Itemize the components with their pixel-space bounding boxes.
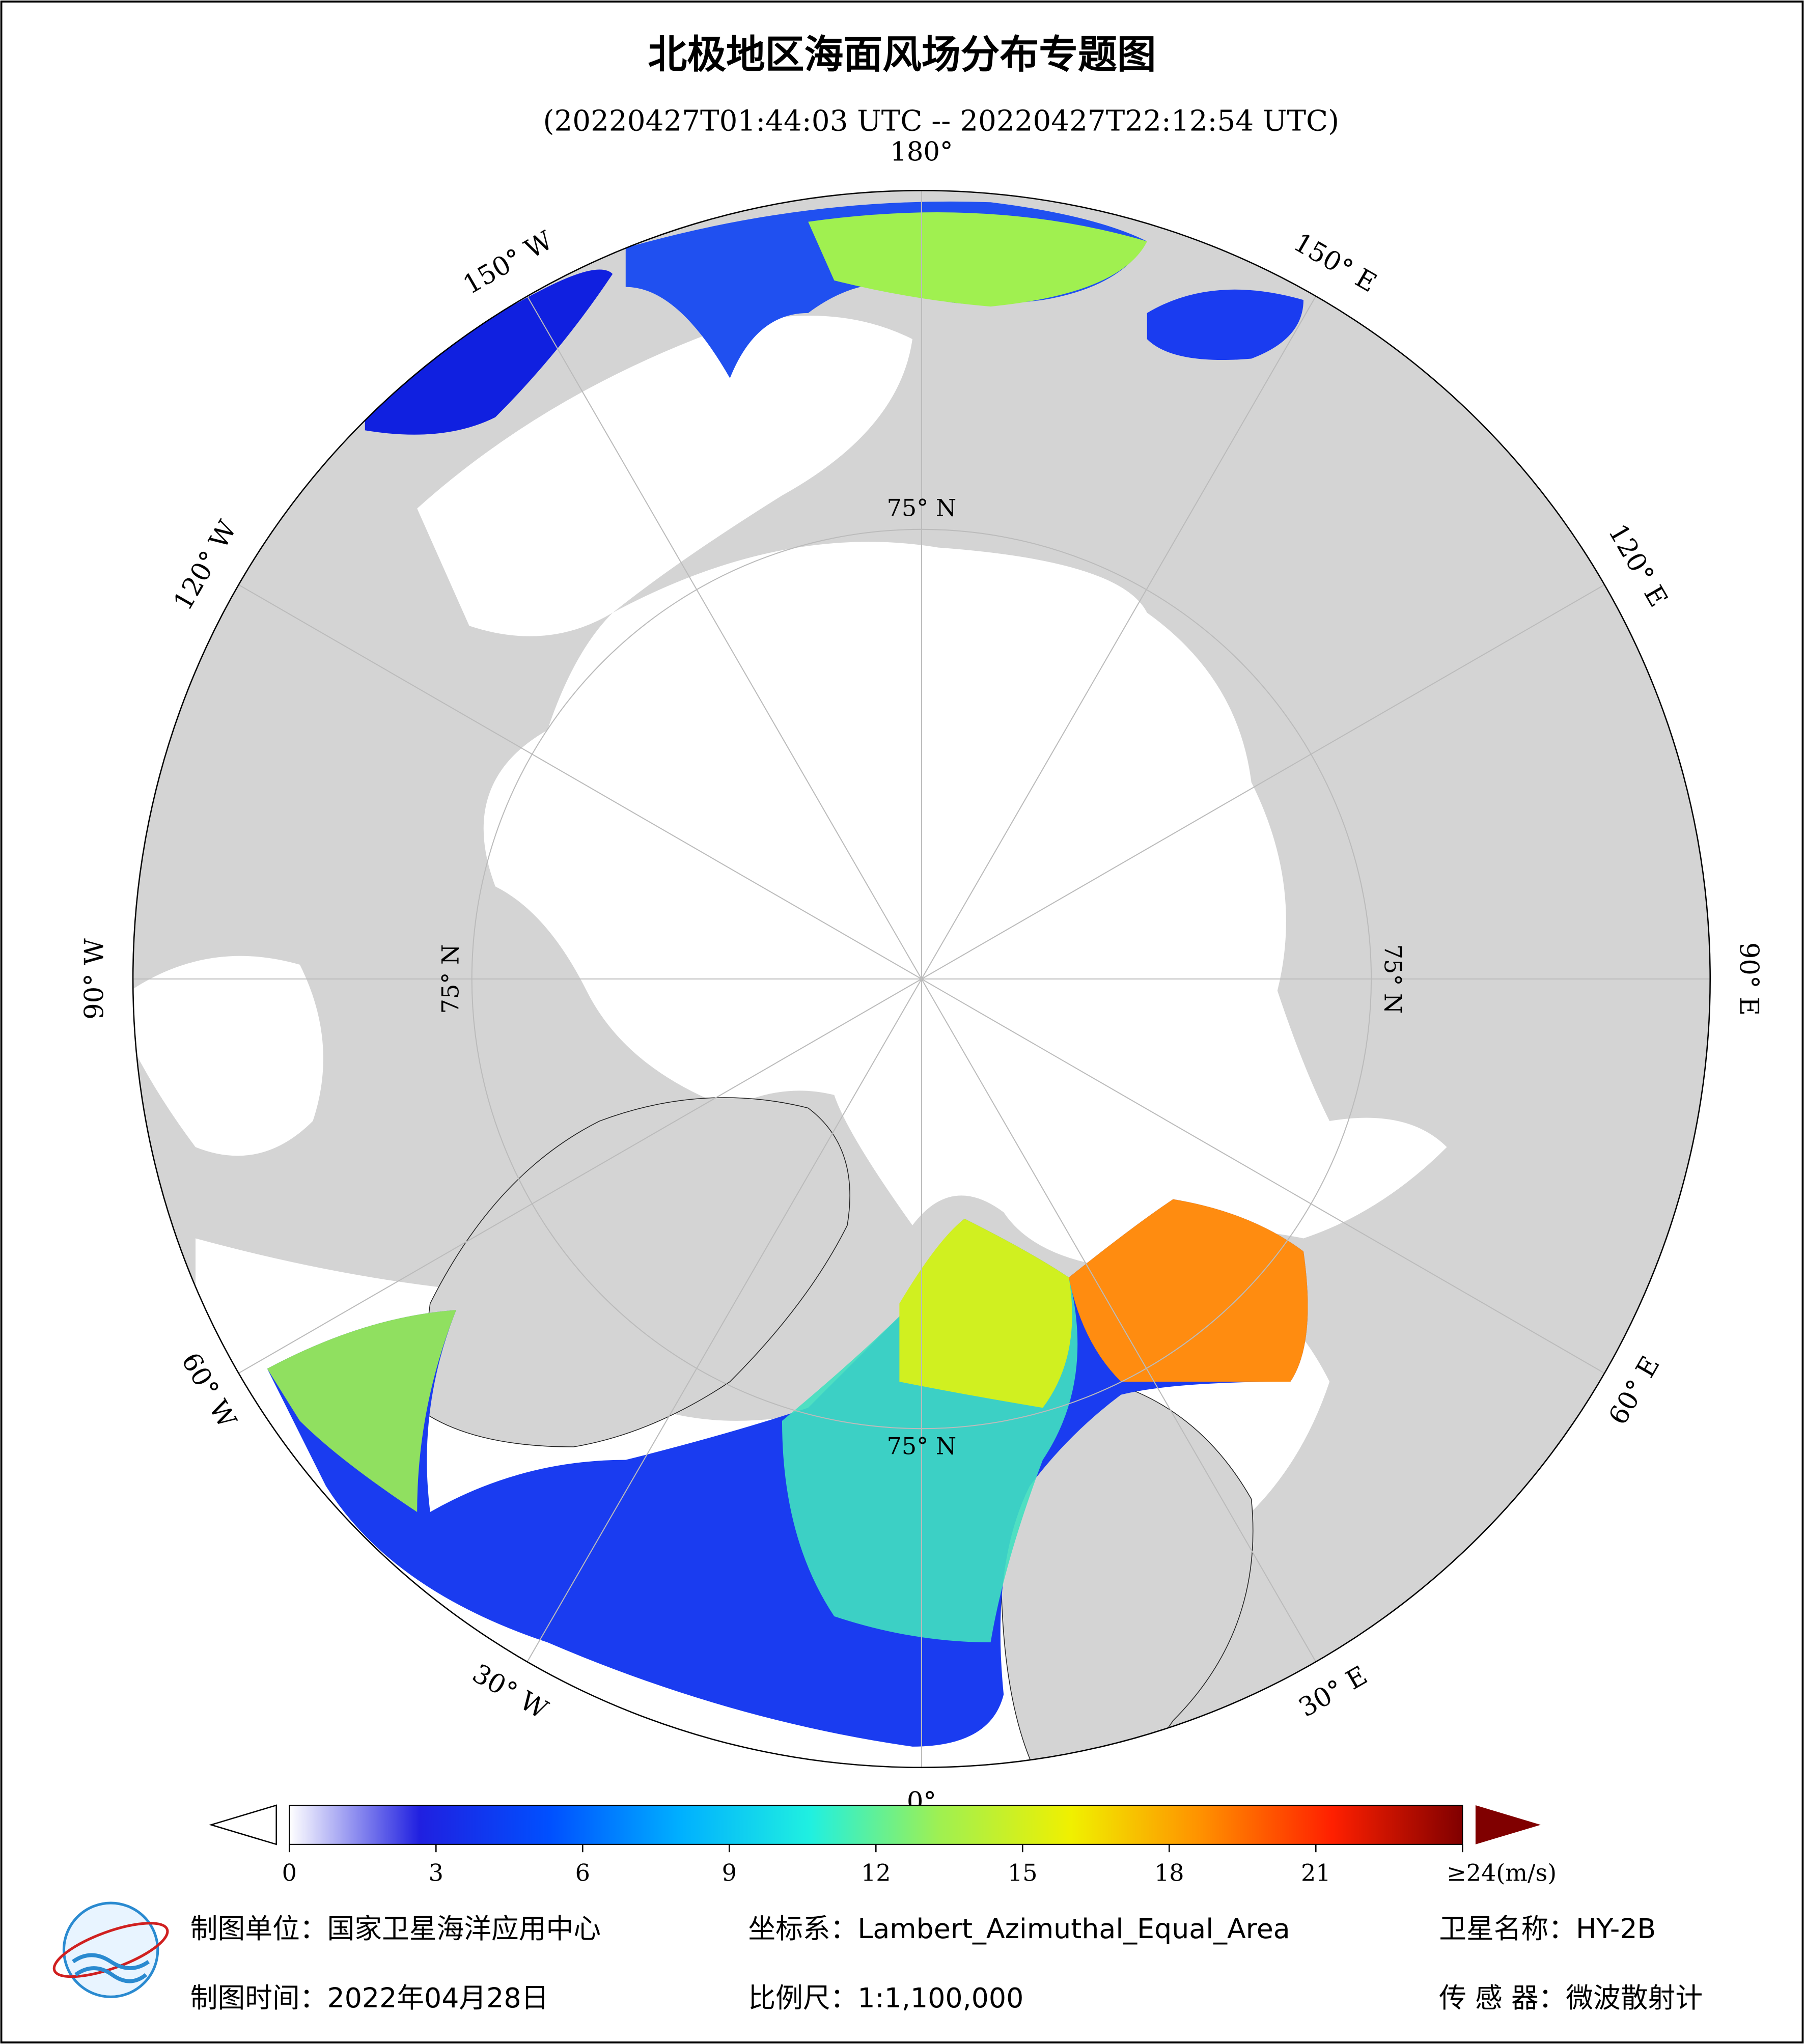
map bbox=[133, 190, 1710, 1768]
latitude-label: 75° N bbox=[1379, 944, 1406, 1014]
wind-swath bbox=[365, 269, 613, 435]
meridian bbox=[921, 584, 1605, 979]
footer-date: 制图时间：2022年04月28日 bbox=[190, 1982, 549, 2014]
beaufort-sea bbox=[417, 315, 912, 636]
wind-swath bbox=[267, 1310, 456, 1513]
latitude-label: 75° N bbox=[887, 1433, 957, 1460]
latitude-label: 75° N bbox=[887, 494, 957, 521]
wind-swath bbox=[808, 212, 1147, 307]
colorbar-tick-label: 18 bbox=[1154, 1859, 1184, 1887]
colorbar bbox=[289, 1805, 1463, 1845]
colorbar-tick-label: 3 bbox=[429, 1859, 443, 1887]
meridian bbox=[526, 296, 922, 979]
footer-sensor: 传 感 器：微波散射计 bbox=[1439, 1982, 1703, 2014]
colorbar-tick-label: 6 bbox=[575, 1859, 590, 1887]
colorbar-under bbox=[209, 1804, 277, 1845]
wind-swath bbox=[1147, 289, 1303, 360]
longitude-label: 90° W bbox=[79, 938, 109, 1020]
footer-scale: 比例尺：1:1,100,000 bbox=[748, 1982, 1023, 2014]
map-subtitle: (20220427T01:44:03 UTC -- 20220427T22:12… bbox=[543, 104, 1340, 137]
meridian bbox=[238, 978, 922, 1374]
wind-swath bbox=[1069, 1199, 1308, 1382]
colorbar-tick-label: 12 bbox=[861, 1859, 891, 1887]
colorbar-over bbox=[1475, 1805, 1541, 1844]
latitude-label: 75° N bbox=[436, 944, 464, 1014]
colorbar-tick-label: ≥24(m/s) bbox=[1447, 1859, 1557, 1887]
longitude-label: 180° bbox=[890, 137, 953, 167]
footer-satellite: 卫星名称：HY-2B bbox=[1439, 1913, 1656, 1945]
footer-crs: 坐标系：Lambert_Azimuthal_Equal_Area bbox=[748, 1913, 1290, 1945]
meridian bbox=[921, 978, 1317, 1662]
meridian bbox=[921, 296, 1317, 979]
meridian bbox=[526, 978, 922, 1662]
colorbar-ticks: 0 3 6 9 12 15 18 21 ≥24(m/s) bbox=[282, 1844, 1557, 1887]
map-border bbox=[132, 189, 1711, 1769]
logo bbox=[52, 1901, 169, 1998]
map-title: 北极地区海面风场分布专题图 bbox=[648, 33, 1156, 78]
hudson-bay bbox=[133, 956, 323, 1156]
meridian bbox=[238, 584, 922, 979]
meridian bbox=[921, 978, 1605, 1374]
colorbar-tick-label: 0 bbox=[282, 1859, 297, 1887]
colorbar-tick-label: 15 bbox=[1008, 1859, 1038, 1887]
wind-swath bbox=[899, 1219, 1072, 1408]
longitude-label: 90° E bbox=[1733, 942, 1764, 1016]
greenland bbox=[417, 1097, 850, 1447]
colorbar-tick-label: 9 bbox=[722, 1859, 737, 1887]
colorbar-tick-label: 21 bbox=[1301, 1859, 1331, 1887]
footer-unit: 制图单位：国家卫星海洋应用中心 bbox=[190, 1913, 601, 1945]
graticule bbox=[133, 190, 1710, 1768]
